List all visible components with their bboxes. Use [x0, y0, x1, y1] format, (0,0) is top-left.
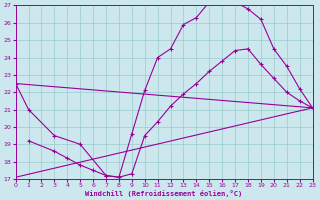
- X-axis label: Windchill (Refroidissement éolien,°C): Windchill (Refroidissement éolien,°C): [85, 190, 243, 197]
